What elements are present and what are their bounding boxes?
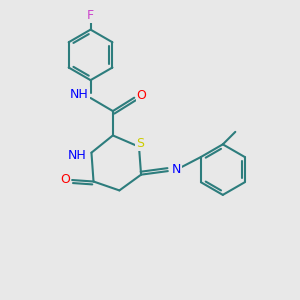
Text: F: F: [87, 9, 94, 22]
Text: S: S: [136, 137, 145, 150]
Text: O: O: [137, 89, 147, 102]
Text: NH: NH: [70, 88, 88, 100]
Text: N: N: [171, 164, 181, 176]
Text: O: O: [60, 173, 70, 186]
Text: NH: NH: [68, 148, 87, 162]
